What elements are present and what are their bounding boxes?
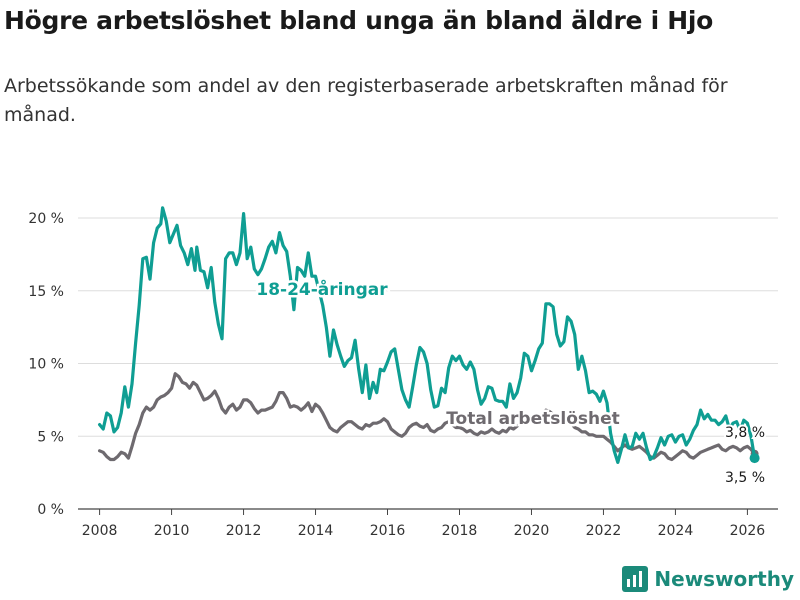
chart-title: Högre arbetslöshet bland unga än bland ä… — [4, 6, 714, 35]
x-tick-label: 2024 — [658, 523, 694, 539]
series-line-youth — [98, 206, 757, 464]
y-tick-label: 5 % — [37, 429, 64, 445]
series-labels: 18-24-åringar Total arbetslöshet 3,8 % 3… — [254, 276, 767, 489]
series-line-total — [98, 372, 757, 462]
y-tick-label: 20 % — [28, 211, 64, 227]
axes: 0 % 5 % 10 % 15 % 20 % 2008 2010 2012 2014 2016 20… — [28, 211, 765, 539]
end-value-label-total: 3,8 % — [725, 425, 765, 441]
end-value-label-youth: 3,5 % — [725, 470, 765, 486]
end-point-youth — [749, 453, 760, 464]
newsworthy-logo: Newsworthy — [622, 566, 794, 592]
chart-subtitle: Arbetssökande som andel av den registerb… — [4, 75, 728, 126]
x-tick-label: 2008 — [82, 523, 118, 539]
y-tick-label: 10 % — [28, 357, 64, 373]
bar-chart-icon — [622, 566, 649, 592]
x-tick-label: 2026 — [730, 523, 766, 539]
series-label-youth: 18-24-åringar — [256, 278, 388, 300]
series-label-total: Total arbetslöshet — [446, 409, 620, 429]
series-lines — [98, 206, 760, 464]
x-tick-label: 2022 — [586, 523, 622, 539]
x-tick-label: 2016 — [370, 523, 406, 539]
y-tick-label: 15 % — [28, 284, 64, 300]
x-tick-label: 2020 — [514, 523, 550, 539]
x-tick-label: 2010 — [154, 523, 190, 539]
x-tick-label: 2014 — [298, 523, 334, 539]
x-tick-label: 2012 — [226, 523, 262, 539]
x-tick-label: 2018 — [442, 523, 478, 539]
brand-name: Newsworthy — [654, 567, 794, 591]
y-tick-label: 0 % — [37, 502, 64, 518]
